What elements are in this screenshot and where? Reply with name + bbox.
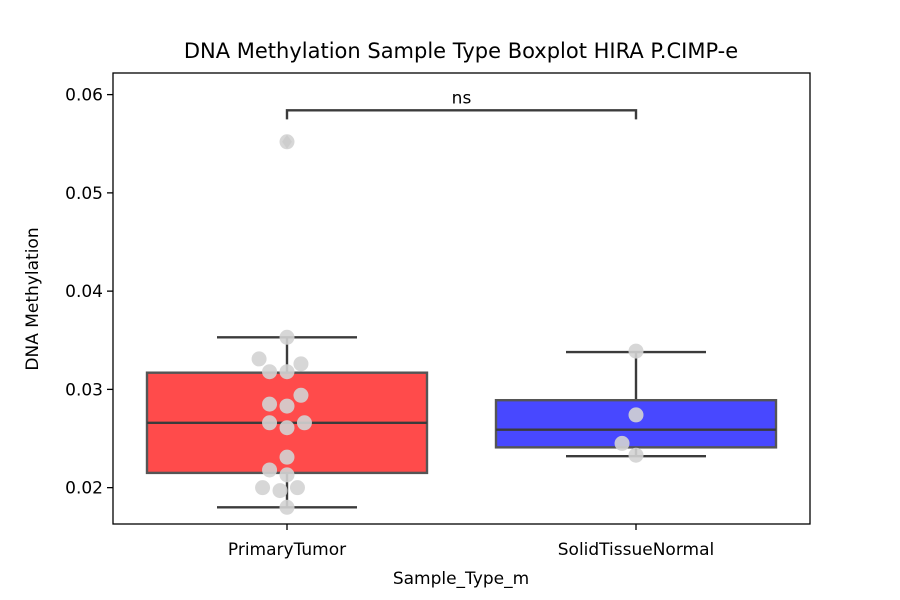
x-tick-label: SolidTissueNormal [558,540,714,560]
x-tick-label: PrimaryTumor [228,540,346,560]
significance-label: ns [452,88,472,108]
data-point [255,480,271,496]
y-tick-label: 0.05 [65,184,103,204]
significance-annotation: ns [285,88,638,120]
chart-title: DNA Methylation Sample Type Boxplot HIRA… [184,39,738,63]
x-axis-label: Sample_Type_m [393,569,529,589]
data-point [272,483,288,499]
data-point [628,447,644,463]
data-point [289,480,305,496]
plot-area: ns [145,88,778,515]
data-point [279,499,295,515]
y-tick-label: 0.03 [65,380,103,400]
plot-frame [112,72,811,525]
data-point [628,343,644,359]
data-point [279,329,295,345]
data-point [262,415,278,431]
data-point [279,364,295,380]
data-point [262,364,278,380]
data-point [614,435,630,451]
significance-bracket [285,109,638,120]
box-body [494,398,778,449]
data-point [293,356,309,372]
data-point [262,396,278,412]
data-point [628,407,644,423]
data-point [293,387,309,403]
data-point [279,134,295,150]
y-tick-label: 0.02 [65,479,103,499]
y-tick-label: 0.04 [65,282,103,302]
data-point [279,398,295,414]
data-point [279,420,295,436]
y-axis-label: DNA Methylation [23,227,43,370]
data-point [296,415,312,431]
data-point [279,467,295,483]
data-point [251,351,267,367]
box-SolidTissueNormal [494,350,778,458]
y-axis: 0.02 0.03 0.04 0.05 0.06 [65,86,113,499]
data-point [262,462,278,478]
strip-points [251,134,644,515]
x-axis: PrimaryTumor SolidTissueNormal [228,524,714,560]
y-tick-label: 0.06 [65,86,103,106]
data-point [279,449,295,465]
